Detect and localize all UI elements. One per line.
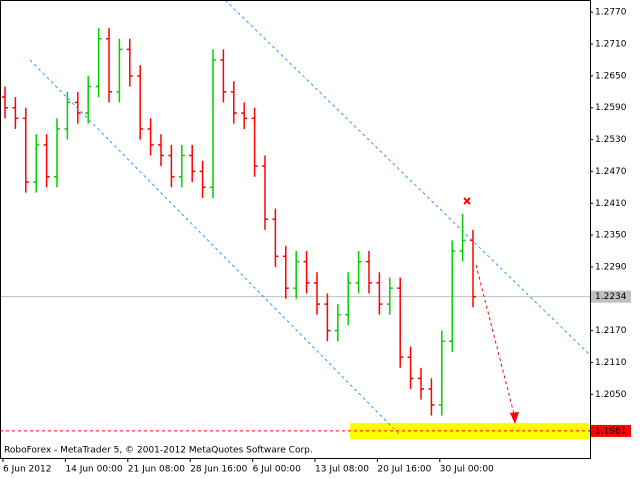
x-tick-label: 30 Jul 00:00 [440, 465, 494, 475]
x-tick-label: 28 Jun 16:00 [190, 465, 247, 475]
x-tick-label: 21 Jun 08:00 [128, 465, 185, 475]
y-tick-label: 1.2110 [595, 358, 627, 368]
y-tick-label: 1.2530 [595, 135, 627, 145]
y-tick-label: 1.2470 [595, 167, 627, 177]
y-tick-label: 1.2410 [595, 199, 627, 209]
x-tick-label: 6 Jun 2012 [3, 465, 51, 475]
y-tick-label: 1.2170 [595, 326, 627, 336]
plot-layer [0, 28, 590, 439]
x-tick-label: 20 Jul 16:00 [377, 465, 431, 475]
target-box [591, 424, 631, 437]
channel-upper [224, 0, 591, 356]
plot-border [0, 0, 591, 459]
y-tick-label: 1.2650 [595, 71, 627, 81]
forecast-arrow [475, 264, 516, 419]
x-tick-label: 6 Jul 00:00 [253, 465, 302, 475]
channel-lower [29, 59, 401, 436]
arrow-head [510, 412, 519, 424]
target-label: 1.1981 [595, 426, 627, 436]
cross-mark [463, 197, 471, 205]
x-tick-label: 14 Jun 00:00 [65, 465, 122, 475]
y-tick-label: 1.2710 [595, 40, 627, 50]
y-tick-label: 1.2050 [595, 390, 627, 400]
x-tick-label: 13 Jul 08:00 [315, 465, 369, 475]
y-tick-label: 1.2350 [595, 231, 627, 241]
y-tick-label: 1.2590 [595, 103, 627, 113]
footer: RoboForex - MetaTrader 5, © 2001-2012 Me… [4, 446, 313, 456]
y-tick-label: 1.2290 [595, 262, 627, 272]
current-price-box [591, 290, 631, 303]
y-tick-label: 1.2770 [595, 8, 627, 18]
current-price-label: 1.2234 [595, 292, 627, 302]
